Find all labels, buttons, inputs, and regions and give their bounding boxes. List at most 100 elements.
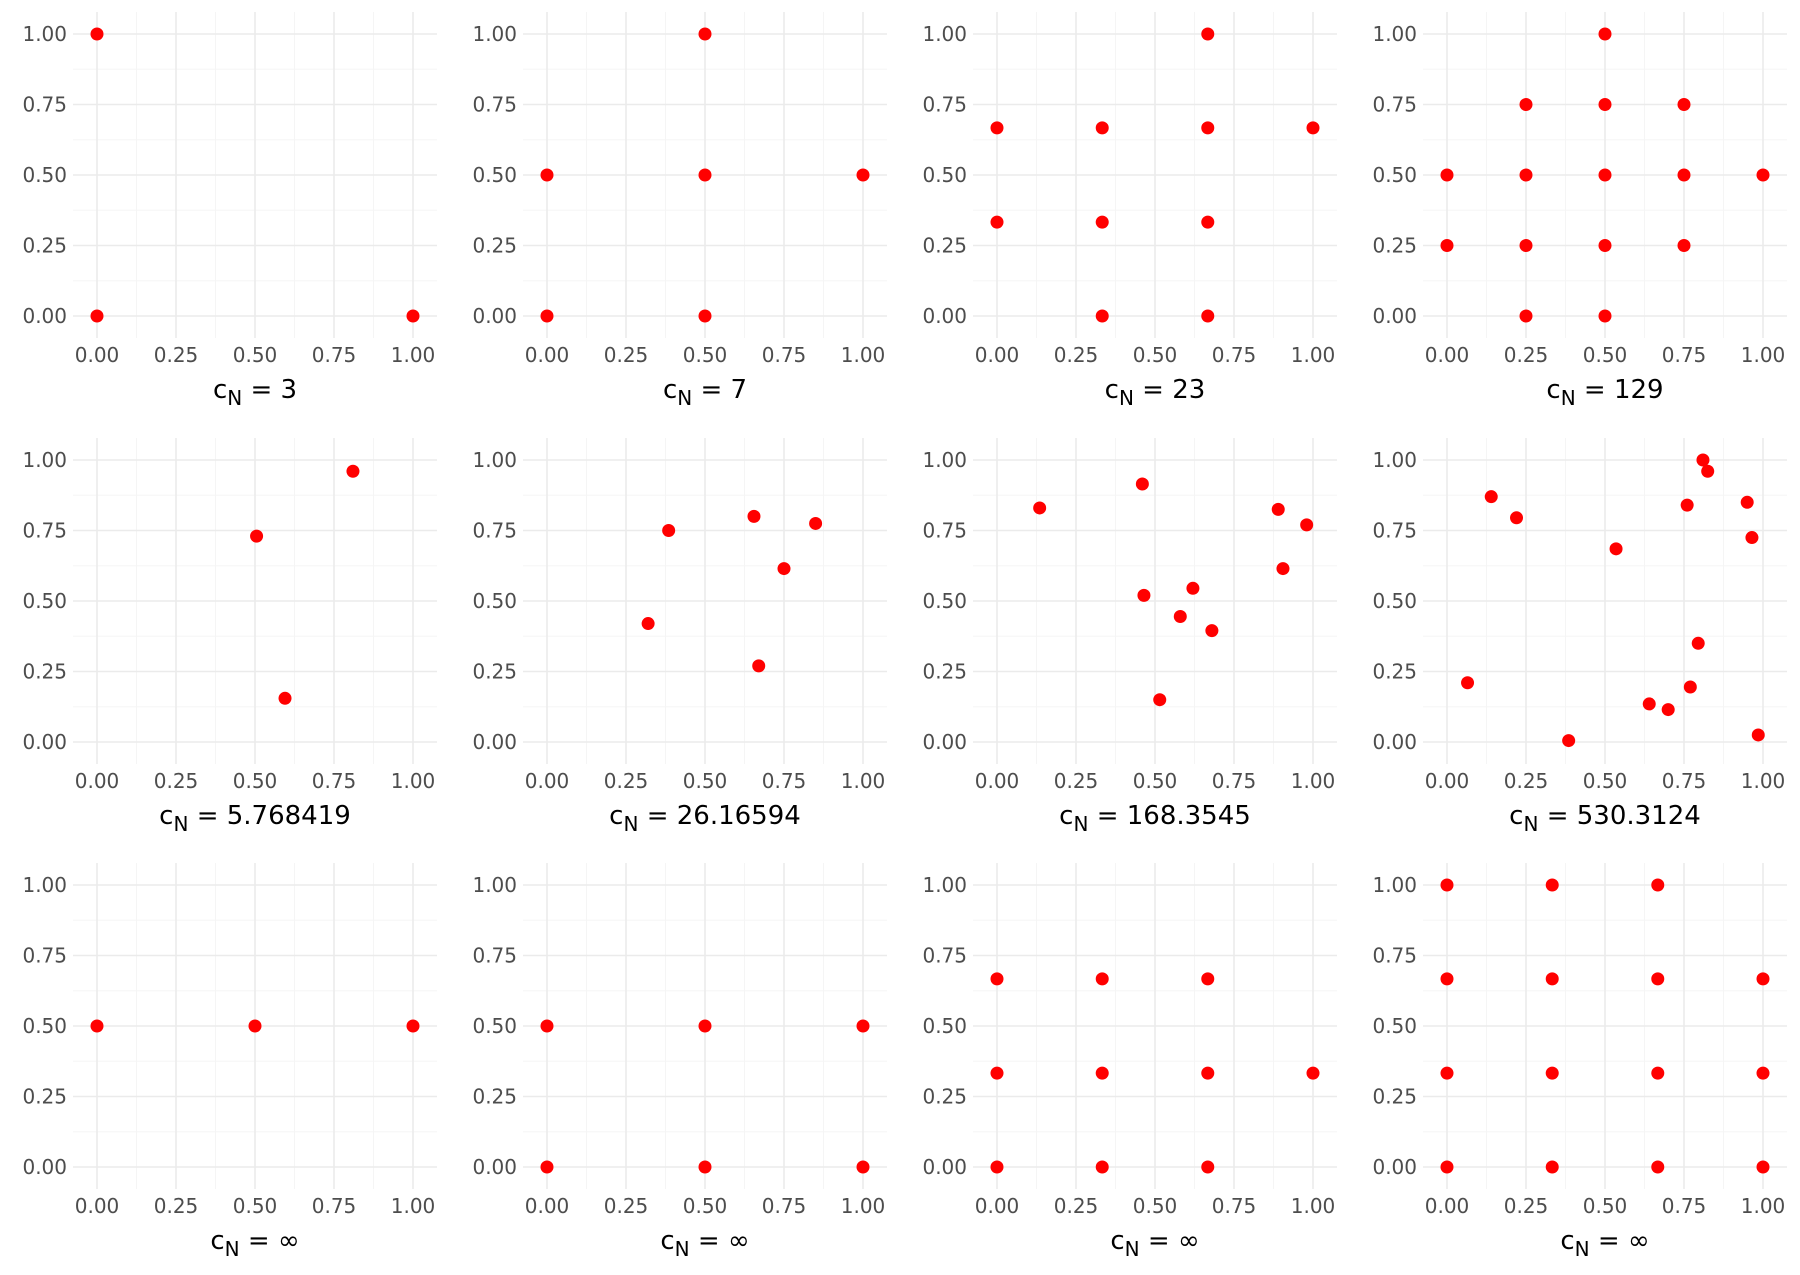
data-point: [1033, 501, 1047, 515]
x-tick-label: 0.75: [762, 343, 807, 367]
x-tick-label: 0.25: [604, 769, 649, 793]
y-tick-label: 0.25: [472, 234, 517, 258]
y-tick-label: 0.50: [472, 589, 517, 613]
x-tick-label: 0.00: [975, 343, 1020, 367]
caption-value: = ∞: [1590, 1226, 1650, 1256]
y-tick-label: 0.25: [472, 660, 517, 684]
data-point: [1201, 121, 1215, 135]
caption-value: = 3: [242, 375, 297, 405]
caption-value: = ∞: [690, 1226, 750, 1256]
data-point: [747, 509, 761, 523]
y-tick-label: 0.75: [922, 93, 967, 117]
data-point: [1095, 1160, 1109, 1174]
data-point: [1519, 98, 1533, 111]
x-tick-label: 0.25: [1504, 769, 1549, 793]
data-point: [1484, 490, 1498, 504]
data-point: [1276, 562, 1290, 576]
x-tick-label: 1.00: [1291, 769, 1336, 793]
y-tick-label: 0.50: [22, 1014, 67, 1038]
y-tick-label: 1.00: [922, 448, 967, 472]
caption-symbol: c: [1105, 375, 1119, 405]
x-tick-label: 0.50: [233, 769, 278, 793]
x-tick-label: 0.25: [154, 1194, 199, 1218]
data-point: [1745, 531, 1759, 545]
x-tick-label: 0.00: [525, 343, 570, 367]
y-tick-label: 0.00: [922, 304, 967, 328]
x-tick-label: 0.75: [762, 769, 807, 793]
x-tick-label: 1.00: [1741, 343, 1786, 367]
y-tick-label: 0.25: [1372, 234, 1417, 258]
panel-caption: cN = ∞: [1110, 1226, 1199, 1261]
y-tick-label: 0.25: [922, 660, 967, 684]
y-tick-label: 0.25: [1372, 1085, 1417, 1109]
y-tick-label: 1.00: [22, 448, 67, 472]
data-point: [1683, 680, 1697, 694]
caption-subscript: N: [173, 812, 188, 836]
caption-value: = ∞: [240, 1226, 300, 1256]
caption-subscript: N: [1575, 1237, 1590, 1261]
x-tick-label: 0.25: [1054, 343, 1099, 367]
x-tick-label: 0.75: [312, 343, 357, 367]
panel-2: 0.00 0.25 0.50 0.75 1.00 0.00 0.25 0.50 0.75 1.00…: [472, 12, 887, 410]
data-point: [540, 168, 554, 182]
x-tick-label: 0.50: [233, 1194, 278, 1218]
data-point: [1680, 498, 1694, 512]
x-tick-label: 0.00: [1425, 1194, 1470, 1218]
x-tick-label: 0.25: [1504, 1194, 1549, 1218]
y-tick-label: 1.00: [22, 22, 67, 46]
data-point: [1440, 972, 1454, 986]
data-point: [698, 1160, 712, 1174]
caption-value: = 26.16594: [638, 801, 800, 831]
x-tick-label: 1.00: [391, 343, 436, 367]
x-tick-label: 1.00: [841, 769, 886, 793]
x-tick-label: 0.25: [1054, 1194, 1099, 1218]
y-tick-label: 0.75: [922, 519, 967, 543]
data-point: [698, 309, 712, 323]
data-point: [1740, 495, 1754, 509]
data-point: [1562, 734, 1576, 748]
x-tick-label: 0.50: [1583, 1194, 1628, 1218]
y-tick-label: 1.00: [922, 873, 967, 897]
x-tick-label: 0.00: [975, 1194, 1020, 1218]
y-tick-label: 0.00: [922, 1155, 967, 1179]
x-tick-label: 0.75: [1662, 343, 1707, 367]
panel-caption: cN = 168.3545: [1059, 801, 1251, 836]
y-tick-label: 0.00: [1372, 1155, 1417, 1179]
data-point: [1201, 972, 1215, 986]
caption-symbol: c: [210, 1226, 224, 1256]
data-point: [1186, 581, 1200, 595]
data-point: [1306, 121, 1320, 135]
caption-symbol: c: [609, 801, 623, 831]
caption-symbol: c: [663, 375, 677, 405]
x-tick-label: 0.00: [75, 769, 120, 793]
y-tick-label: 0.25: [472, 1085, 517, 1109]
x-tick-label: 0.25: [154, 769, 199, 793]
data-point: [1201, 1160, 1215, 1174]
x-tick-label: 0.00: [1425, 343, 1470, 367]
data-point: [1677, 98, 1691, 111]
data-point: [1545, 878, 1559, 892]
y-tick-label: 0.25: [22, 1085, 67, 1109]
data-point: [698, 1019, 712, 1033]
data-point: [1598, 27, 1612, 41]
x-tick-label: 0.75: [1212, 343, 1257, 367]
data-point: [1609, 542, 1623, 556]
data-point: [1440, 168, 1454, 182]
data-point: [990, 121, 1004, 135]
data-point: [1677, 239, 1691, 252]
x-tick-label: 1.00: [1741, 1194, 1786, 1218]
panel-4: 0.00 0.25 0.50 0.75 1.00 0.00 0.25 0.50 0.75 1.00…: [1372, 12, 1787, 410]
y-tick-label: 0.00: [22, 730, 67, 754]
caption-subscript: N: [1119, 386, 1134, 410]
x-tick-label: 0.00: [525, 1194, 570, 1218]
x-tick-label: 0.50: [1133, 343, 1178, 367]
data-point: [1201, 27, 1215, 41]
panel-caption: cN = 530.3124: [1509, 801, 1701, 836]
panel-10: 0.00 0.25 0.50 0.75 1.00 0.00 0.25 0.50 0.75 1.00…: [472, 863, 887, 1261]
data-point: [777, 562, 791, 576]
panel-caption: cN = 7: [663, 375, 747, 410]
panel-caption: cN = 23: [1105, 375, 1206, 410]
caption-value: = 129: [1576, 375, 1664, 405]
data-point: [540, 309, 554, 323]
